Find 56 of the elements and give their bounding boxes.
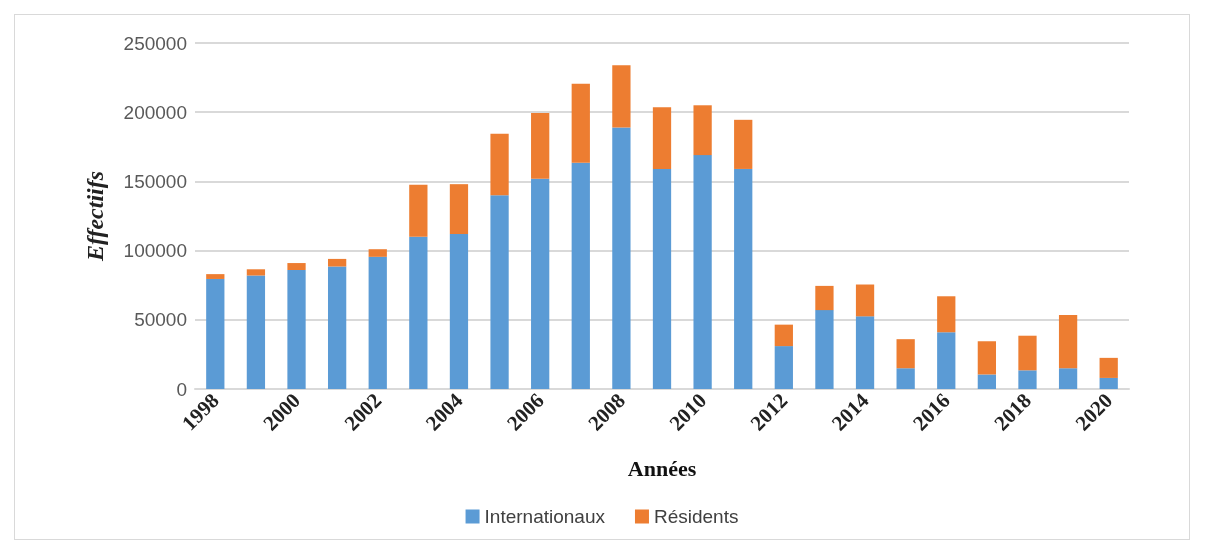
bar: [652, 107, 672, 169]
bar: [855, 316, 875, 389]
bar: [693, 105, 712, 156]
bar: [531, 178, 550, 389]
bar: [206, 278, 225, 389]
bar: [1058, 314, 1078, 369]
bar: [937, 332, 956, 389]
bar: [652, 168, 672, 389]
y-tick-label: 250000: [123, 32, 187, 54]
bar: [977, 374, 997, 389]
bar: [774, 324, 793, 347]
bar: [368, 256, 387, 389]
bar: [287, 269, 306, 389]
bar: [1058, 368, 1078, 389]
y-tick-label: 150000: [123, 170, 187, 192]
bar: [896, 339, 915, 369]
bar: [287, 263, 306, 270]
bar: [1099, 377, 1118, 389]
legend-label: Internationaux: [484, 506, 606, 527]
bar: [449, 233, 469, 389]
bar: [734, 168, 753, 389]
y-axis-title: Effectiifs: [82, 170, 108, 263]
bar: [937, 296, 956, 333]
bar: [896, 368, 915, 389]
bar: [612, 127, 631, 389]
bar: [368, 249, 387, 257]
bar: [206, 274, 225, 279]
y-tick-label: 0: [176, 378, 187, 400]
bar: [409, 236, 428, 389]
bar: [449, 184, 469, 234]
y-tick-label: 100000: [123, 240, 187, 262]
bar: [490, 195, 509, 389]
bar: [1018, 335, 1037, 371]
bar: [734, 119, 753, 169]
bar: [693, 155, 712, 389]
legend-label: Résidents: [653, 506, 739, 527]
y-tick-label: 200000: [123, 101, 187, 123]
bar: [531, 112, 550, 179]
bar: [490, 133, 509, 196]
bar: [774, 346, 793, 389]
bar: [815, 285, 834, 311]
bar: [246, 269, 266, 276]
bar: [612, 65, 631, 128]
bar: [1099, 357, 1118, 378]
bar: [855, 284, 875, 317]
y-tick-label: 50000: [134, 309, 187, 331]
bar: [327, 258, 347, 267]
bar: [327, 266, 347, 389]
bar: [977, 341, 997, 375]
bar: [246, 275, 266, 389]
bar: [571, 83, 590, 163]
bar: [409, 184, 428, 237]
bar: [815, 310, 834, 389]
bar: [571, 162, 590, 389]
bar: [1018, 370, 1037, 389]
x-axis-title: Années: [627, 455, 697, 481]
